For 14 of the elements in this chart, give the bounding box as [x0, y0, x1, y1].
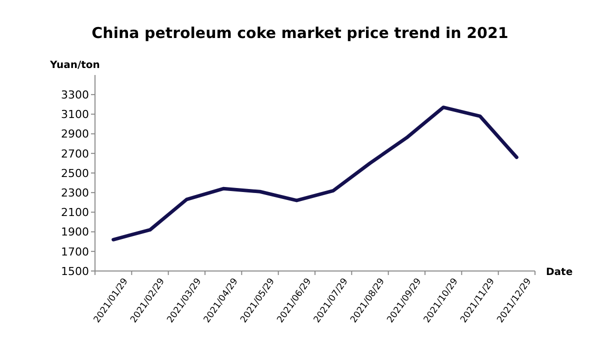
y-tick-label: 2500 — [61, 166, 89, 180]
y-axis-title: Yuan/ton — [49, 60, 100, 71]
y-tick-label: 3300 — [61, 88, 89, 102]
y-tick-label: 2900 — [61, 128, 89, 141]
y-tick-label: 2100 — [61, 206, 89, 220]
chart-title: China petroleum coke market price trend in 2021 — [92, 24, 508, 42]
line-series — [112, 106, 518, 242]
y-tick-label: 3100 — [61, 108, 89, 122]
y-tick-label: 1500 — [61, 264, 89, 278]
x-axis-title: Date — [546, 267, 573, 278]
y-tick-label: 2300 — [61, 186, 89, 200]
y-tick-label: 2700 — [61, 147, 89, 160]
y-tick-label: 1900 — [61, 226, 89, 239]
y-tick-label: 1700 — [61, 245, 89, 258]
